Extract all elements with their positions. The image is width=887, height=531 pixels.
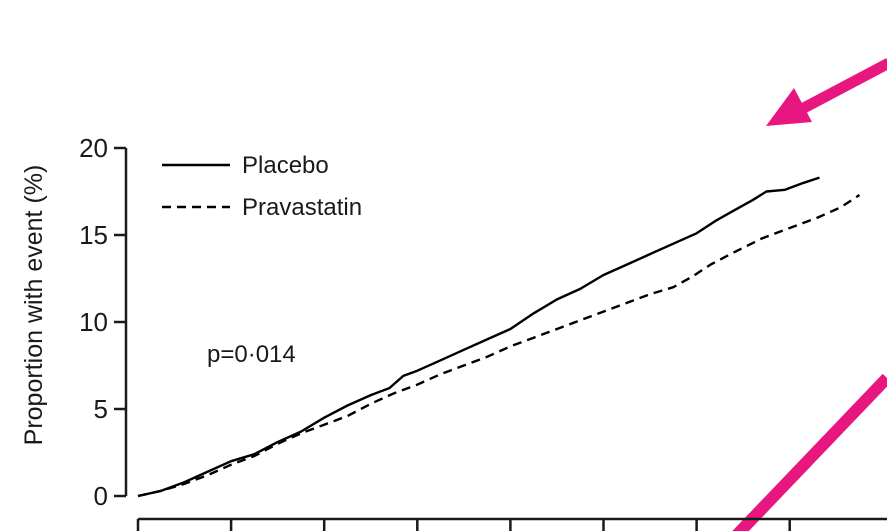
y-tick-label: 15 [79,220,108,250]
annotation-arrows-layer [732,58,887,531]
y-tick-label: 0 [94,481,108,511]
pink-arrow-shaft [794,58,887,116]
y-tick-label: 10 [79,307,108,337]
series-line-pravastatin [137,193,861,498]
y-tick-label: 5 [94,394,108,424]
legend: Placebo Pravastatin [162,152,362,221]
p-value-annotation: p=0·014 [207,341,296,368]
series-line-placebo [137,176,820,498]
y-tick-label: 20 [79,133,108,163]
legend-label-placebo: Placebo [242,152,329,179]
legend-label-pravastatin: Pravastatin [242,194,362,221]
axes-layer: 0 5 10 15 20 [79,133,887,531]
pink-slash-line [732,373,887,531]
series-layer [137,176,861,498]
y-axis-label: Proportion with event (%) [20,165,48,446]
pink-arrow-head [766,88,812,126]
